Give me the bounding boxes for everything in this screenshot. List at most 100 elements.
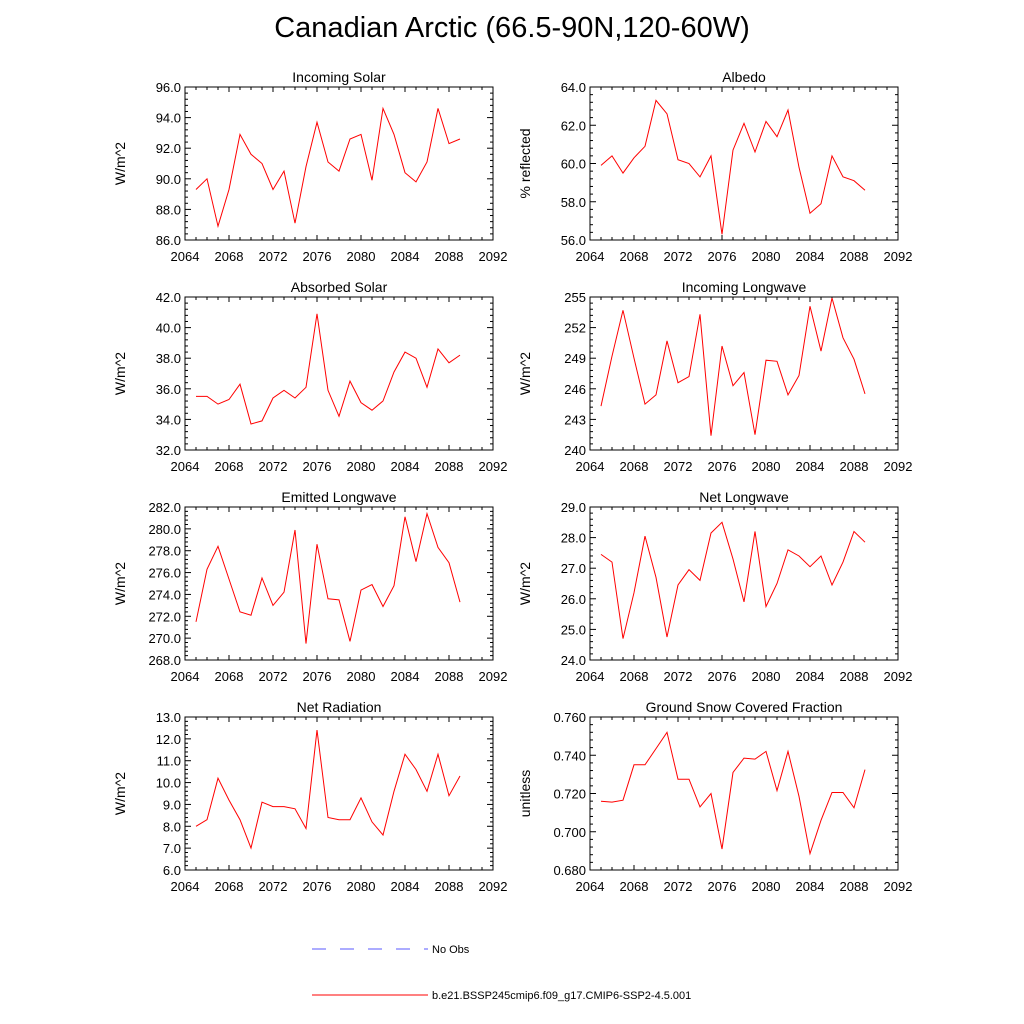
y-tick-label: 240 bbox=[564, 443, 586, 458]
x-tick-label: 2084 bbox=[391, 879, 420, 894]
y-tick-label: 270.0 bbox=[148, 631, 181, 646]
x-tick-label: 2072 bbox=[259, 249, 288, 264]
x-tick-label: 2092 bbox=[884, 249, 913, 264]
y-tick-label: 10.0 bbox=[156, 776, 181, 791]
x-tick-label: 2084 bbox=[391, 669, 420, 684]
y-tick-label: 0.760 bbox=[553, 710, 586, 725]
x-tick-label: 2064 bbox=[576, 879, 605, 894]
x-tick-label: 2076 bbox=[303, 249, 332, 264]
y-tick-label: 0.720 bbox=[553, 787, 586, 802]
y-axis-label: % reflected bbox=[517, 128, 533, 198]
y-tick-label: 94.0 bbox=[156, 111, 181, 126]
x-tick-label: 2092 bbox=[884, 459, 913, 474]
y-tick-label: 268.0 bbox=[148, 653, 181, 668]
series-line bbox=[600, 99, 866, 235]
plot-frame bbox=[589, 86, 899, 241]
x-tick-label: 2088 bbox=[435, 459, 464, 474]
y-axis-label: W/m^2 bbox=[112, 772, 128, 815]
x-tick-label: 2064 bbox=[171, 879, 200, 894]
x-tick-label: 2068 bbox=[215, 249, 244, 264]
y-axis-label: W/m^2 bbox=[517, 562, 533, 605]
chart-panel: Incoming Solar W/m^2 2064 2068 2072 2076 2080 2… bbox=[112, 69, 507, 264]
y-tick-label: 86.0 bbox=[156, 233, 181, 248]
x-tick-label: 2064 bbox=[576, 249, 605, 264]
y-tick-label: 249 bbox=[564, 351, 586, 366]
x-tick-label: 2080 bbox=[752, 249, 781, 264]
y-tick-label: 26.0 bbox=[561, 592, 586, 607]
x-tick-label: 2072 bbox=[664, 879, 693, 894]
y-tick-label: 13.0 bbox=[156, 710, 181, 725]
y-tick-label: 255 bbox=[564, 290, 586, 305]
y-tick-label: 40.0 bbox=[156, 321, 181, 336]
plot-frame bbox=[184, 506, 494, 661]
x-tick-label: 2068 bbox=[620, 669, 649, 684]
y-tick-label: 32.0 bbox=[156, 443, 181, 458]
x-tick-label: 2084 bbox=[391, 249, 420, 264]
x-tick-label: 2072 bbox=[664, 249, 693, 264]
x-tick-label: 2072 bbox=[259, 459, 288, 474]
x-tick-label: 2080 bbox=[752, 879, 781, 894]
x-tick-label: 2088 bbox=[840, 879, 869, 894]
y-tick-label: 29.0 bbox=[561, 500, 586, 515]
y-tick-label: 252 bbox=[564, 321, 586, 336]
y-tick-label: 9.0 bbox=[163, 797, 181, 812]
y-tick-label: 56.0 bbox=[561, 233, 586, 248]
y-tick-label: 90.0 bbox=[156, 172, 181, 187]
x-tick-label: 2068 bbox=[215, 879, 244, 894]
x-tick-label: 2088 bbox=[435, 249, 464, 264]
y-tick-label: 58.0 bbox=[561, 195, 586, 210]
x-tick-label: 2084 bbox=[796, 459, 825, 474]
x-tick-label: 2064 bbox=[171, 669, 200, 684]
series-line bbox=[600, 731, 866, 856]
x-tick-label: 2092 bbox=[884, 669, 913, 684]
x-tick-label: 2080 bbox=[752, 459, 781, 474]
panel-title: Albedo bbox=[722, 69, 766, 85]
x-tick-label: 2080 bbox=[752, 669, 781, 684]
y-tick-label: 243 bbox=[564, 412, 586, 427]
x-tick-label: 2084 bbox=[796, 249, 825, 264]
x-tick-label: 2072 bbox=[259, 669, 288, 684]
legend-model-label: b.e21.BSSP245cmip6.f09_g17.CMIP6-SSP2-4.… bbox=[432, 990, 691, 1002]
chart-panel: Albedo % reflected 2064 2068 2072 2076 2080 208… bbox=[517, 69, 912, 264]
x-tick-label: 2076 bbox=[708, 249, 737, 264]
y-tick-label: 11.0 bbox=[157, 754, 181, 769]
x-tick-label: 2088 bbox=[435, 669, 464, 684]
y-tick-label: 0.740 bbox=[553, 748, 586, 763]
x-tick-label: 2092 bbox=[479, 879, 508, 894]
panel-title: Ground Snow Covered Fraction bbox=[646, 699, 843, 715]
x-tick-label: 2064 bbox=[576, 459, 605, 474]
legend: No Obs b.e21.BSSP245cmip6.f09_g17.CMIP6-… bbox=[312, 944, 691, 1002]
y-tick-label: 0.680 bbox=[553, 863, 586, 878]
y-tick-label: 280.0 bbox=[148, 522, 181, 537]
panel-title: Absorbed Solar bbox=[291, 279, 388, 295]
x-tick-label: 2092 bbox=[479, 459, 508, 474]
y-axis-label: W/m^2 bbox=[112, 352, 128, 395]
x-tick-label: 2092 bbox=[479, 669, 508, 684]
x-tick-label: 2068 bbox=[215, 669, 244, 684]
y-tick-label: 282.0 bbox=[148, 500, 181, 515]
x-tick-label: 2092 bbox=[479, 249, 508, 264]
y-tick-label: 28.0 bbox=[561, 531, 586, 546]
y-tick-label: 62.0 bbox=[561, 118, 586, 133]
chart-panel: Emitted Longwave W/m^2 2064 2068 2072 2076 208… bbox=[112, 489, 507, 684]
x-tick-label: 2064 bbox=[171, 249, 200, 264]
series-line bbox=[195, 730, 461, 850]
y-tick-label: 27.0 bbox=[561, 561, 586, 576]
x-tick-label: 2088 bbox=[435, 879, 464, 894]
x-tick-label: 2072 bbox=[664, 459, 693, 474]
y-axis-label: W/m^2 bbox=[517, 352, 533, 395]
x-tick-label: 2084 bbox=[796, 669, 825, 684]
y-tick-label: 272.0 bbox=[148, 609, 181, 624]
x-tick-label: 2072 bbox=[664, 669, 693, 684]
chart-panel: Net Radiation W/m^2 2064 2068 2072 2076 2080 20… bbox=[112, 699, 507, 894]
panel-title: Net Radiation bbox=[297, 699, 382, 715]
panel-title: Incoming Longwave bbox=[682, 279, 807, 295]
x-tick-label: 2072 bbox=[259, 879, 288, 894]
x-tick-label: 2068 bbox=[215, 459, 244, 474]
series-line bbox=[600, 521, 866, 639]
x-tick-label: 2080 bbox=[347, 879, 376, 894]
chart-panel: Net Longwave W/m^2 2064 2068 2072 2076 2080 208… bbox=[517, 489, 912, 684]
x-tick-label: 2064 bbox=[576, 669, 605, 684]
y-axis-label: W/m^2 bbox=[112, 562, 128, 605]
